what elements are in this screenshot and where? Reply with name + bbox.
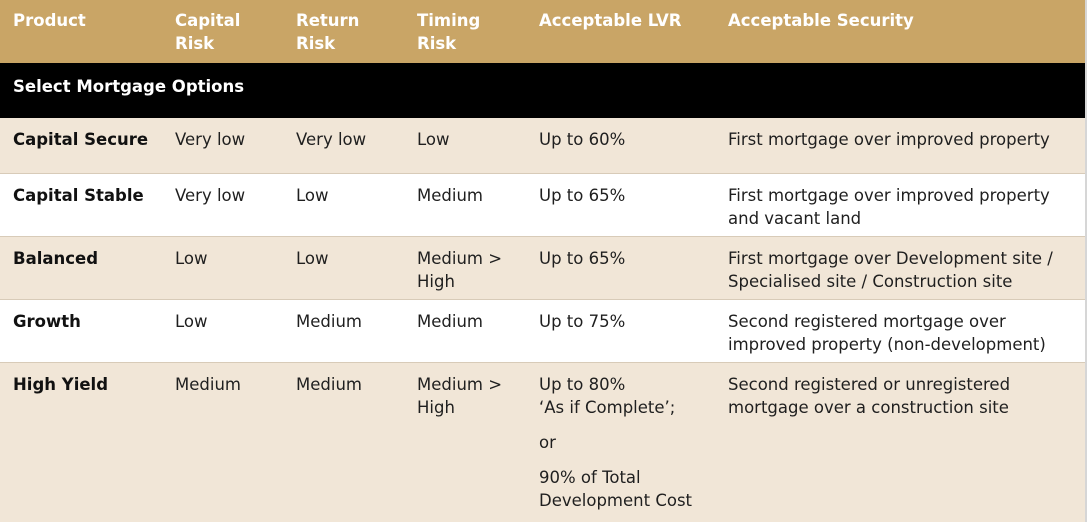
table-row: Capital Secure Very low Very low Low Up … [0, 118, 1085, 173]
timing-risk-cell: Medium > High [417, 249, 503, 291]
timing-risk-cell: Medium [417, 312, 483, 331]
product-cell: Capital Secure [13, 130, 149, 149]
section-title: Select Mortgage Options [13, 77, 245, 96]
table-row: Capital Stable Very low Low Medium Up to… [0, 174, 1085, 236]
row-divider [0, 299, 1085, 300]
lvr-cell: Up to 80% ‘As if Complete’; or 90% of To… [539, 375, 693, 510]
return-risk-cell: Medium [296, 312, 362, 331]
row-divider [0, 173, 1085, 174]
return-risk-cell: Medium [296, 375, 362, 394]
timing-risk-cell: Low [417, 130, 450, 149]
row-divider [0, 362, 1085, 363]
lvr-cell: Up to 65% [539, 186, 626, 205]
table-row: Growth Low Medium Medium Up to 75% Secon… [0, 300, 1085, 362]
capital-risk-cell: Very low [175, 186, 246, 205]
return-risk-cell: Low [296, 249, 329, 268]
lvr-cell: Up to 65% [539, 249, 626, 268]
row-divider [0, 236, 1085, 237]
timing-risk-cell: Medium > High [417, 375, 503, 417]
product-cell: Balanced [13, 249, 99, 268]
product-cell: Capital Stable [13, 186, 144, 205]
table-row: Balanced Low Low Medium > High Up to 65%… [0, 237, 1085, 299]
product-cell: Growth [13, 312, 81, 331]
security-cell: First mortgage over improved property [728, 130, 1050, 149]
lvr-cell: Up to 75% [539, 312, 626, 331]
section-header-row: Select Mortgage Options [0, 63, 1085, 118]
capital-risk-cell: Very low [175, 130, 246, 149]
lvr-cell: Up to 60% [539, 130, 626, 149]
header-return-risk: Return Risk [296, 11, 360, 53]
header-capital-risk: Capital Risk [175, 11, 241, 53]
security-cell: Second registered or unregistered mortga… [728, 375, 1011, 417]
capital-risk-cell: Low [175, 312, 208, 331]
table-row: High Yield Medium Medium Medium > High U… [0, 363, 1085, 522]
product-cell: High Yield [13, 375, 109, 394]
table-header-row: Product Capital Risk Return Risk Timing … [0, 0, 1085, 63]
header-acceptable-security: Acceptable Security [728, 11, 914, 30]
security-cell: First mortgage over Development site / S… [728, 249, 1053, 291]
security-cell: First mortgage over improved property an… [728, 186, 1050, 228]
return-risk-cell: Very low [296, 130, 367, 149]
return-risk-cell: Low [296, 186, 329, 205]
header-timing-risk: Timing Risk [417, 11, 481, 53]
header-acceptable-lvr: Acceptable LVR [539, 11, 682, 30]
security-cell: Second registered mortgage over improved… [728, 312, 1046, 354]
capital-risk-cell: Medium [175, 375, 241, 394]
timing-risk-cell: Medium [417, 186, 483, 205]
header-product: Product [13, 11, 86, 30]
capital-risk-cell: Low [175, 249, 208, 268]
